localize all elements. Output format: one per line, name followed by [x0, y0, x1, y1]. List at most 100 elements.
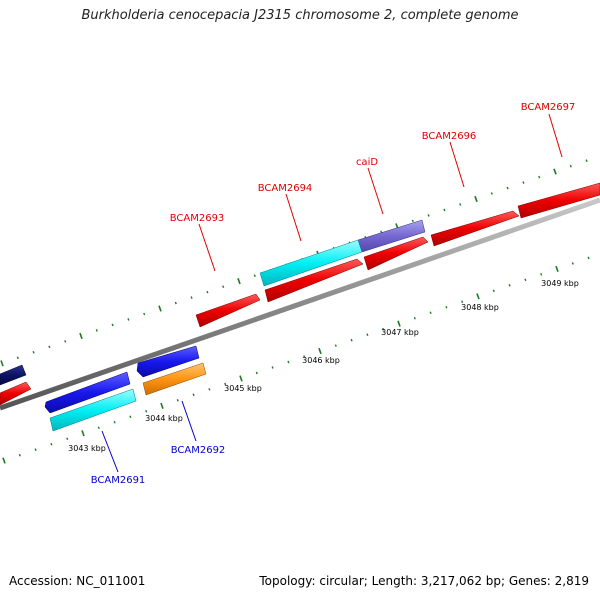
gene-arrow-bcam2696[interactable] [430, 210, 520, 247]
minor-tick [224, 382, 227, 386]
callout-line-bcam2694 [285, 193, 302, 242]
reverse-strand-genes [44, 345, 207, 432]
gene-arrow-left-red[interactable] [0, 381, 32, 406]
minor-tick [50, 442, 53, 446]
minor-tick [522, 181, 525, 184]
minor-tick [145, 410, 148, 413]
minor-tick [127, 318, 130, 321]
minor-tick [524, 278, 527, 282]
callout-line-bcam2691 [101, 430, 119, 473]
minor-tick [32, 351, 35, 354]
gene-arrow-bcam2691-blue[interactable] [44, 371, 131, 414]
minor-tick [34, 448, 37, 451]
major-tick [0, 360, 4, 367]
minor-tick [208, 388, 211, 391]
minor-tick [97, 426, 100, 430]
major-tick [160, 402, 164, 409]
minor-tick [303, 355, 306, 358]
minor-tick [569, 164, 572, 168]
minor-tick [64, 340, 67, 343]
minor-tick [366, 333, 369, 336]
scale-labels: 3043 kbp 3044 kbp 3045 kbp 3046 kbp 3047… [68, 279, 579, 453]
genome-summary: Topology: circular; Length: 3,217,062 bp… [259, 574, 589, 588]
minor-tick [129, 415, 132, 419]
minor-tick [587, 256, 590, 260]
major-tick [476, 293, 480, 300]
minor-tick [461, 300, 464, 304]
callout-line-bcam2693 [198, 223, 216, 272]
major-tick [474, 195, 478, 203]
major-tick [158, 305, 162, 312]
gene-arrow-bcam2694-cyan[interactable] [259, 239, 363, 287]
outer-tick-track [0, 159, 588, 367]
minor-tick [490, 192, 493, 195]
minor-tick [334, 344, 337, 347]
gene-arrow-bcam2693[interactable] [264, 258, 364, 303]
minor-tick [445, 305, 448, 309]
genome-backbone [0, 197, 600, 411]
gene-label-bcam2697[interactable]: BCAM2697 [521, 102, 576, 113]
minor-tick [540, 273, 543, 276]
minor-tick [492, 289, 495, 293]
gene-arrow-left-navy[interactable] [0, 364, 27, 386]
gene-label-bcam2696[interactable]: BCAM2696 [422, 131, 477, 142]
major-tick [318, 347, 322, 355]
minor-tick [506, 186, 509, 190]
major-tick [397, 320, 401, 327]
minor-tick [66, 437, 69, 440]
gene-label-caid[interactable]: caiD [356, 157, 378, 168]
major-tick [237, 278, 241, 285]
gene-label-bcam2691[interactable]: BCAM2691 [91, 475, 146, 486]
gene-label-bcam2693[interactable]: BCAM2693 [170, 213, 225, 224]
minor-tick [411, 219, 414, 223]
minor-tick [271, 366, 274, 369]
minor-tick [443, 208, 446, 212]
gene-arrow-bcam2692-blue[interactable] [136, 345, 200, 378]
scale-label: 3049 kbp [541, 279, 579, 288]
callout-line-bcam2697 [548, 113, 563, 158]
gene-labels: BCAM2697 BCAM2696 caiD BCAM2694 BCAM2693… [91, 102, 576, 486]
callout-line-bcam2696 [449, 141, 465, 188]
minor-tick [95, 329, 98, 332]
minor-tick [429, 311, 432, 315]
gene-label-bcam2692[interactable]: BCAM2692 [171, 445, 226, 456]
callout-line-caid [367, 167, 384, 215]
scale-label: 3045 kbp [224, 384, 262, 393]
scale-label: 3046 kbp [302, 356, 340, 365]
accession-label: Accession: NC_011001 [9, 574, 146, 588]
minor-tick [287, 360, 290, 364]
gene-arrow-bcam2692[interactable] [142, 362, 207, 396]
gene-arrow-bcam2697[interactable] [517, 182, 600, 219]
major-tick [553, 168, 557, 175]
minor-tick [382, 327, 385, 331]
major-tick [81, 430, 85, 437]
minor-tick [192, 393, 195, 397]
minor-tick [16, 356, 19, 360]
minor-tick [18, 453, 21, 457]
minor-tick [190, 296, 193, 299]
callout-line-bcam2692 [181, 400, 197, 442]
minor-tick [113, 420, 116, 424]
minor-tick [174, 301, 177, 305]
major-tick [2, 457, 6, 464]
minor-tick [413, 316, 416, 320]
minor-tick [508, 284, 511, 287]
minor-tick [176, 399, 179, 402]
minor-tick [253, 274, 256, 277]
scale-label: 3047 kbp [381, 328, 419, 337]
gene-label-bcam2694[interactable]: BCAM2694 [258, 183, 313, 194]
scale-label: 3044 kbp [145, 414, 183, 423]
major-tick [239, 375, 243, 382]
major-tick [79, 332, 83, 340]
gene-arrow-bcam2691[interactable] [49, 388, 137, 432]
minor-tick [427, 214, 430, 217]
minor-tick [350, 338, 353, 342]
gene-arrow-red-small[interactable] [195, 293, 261, 328]
forward-strand-genes [0, 182, 600, 406]
major-tick [555, 265, 559, 272]
gene-arrow-bcam2694[interactable] [363, 236, 429, 271]
minor-tick [48, 345, 51, 349]
minor-tick [585, 159, 588, 162]
